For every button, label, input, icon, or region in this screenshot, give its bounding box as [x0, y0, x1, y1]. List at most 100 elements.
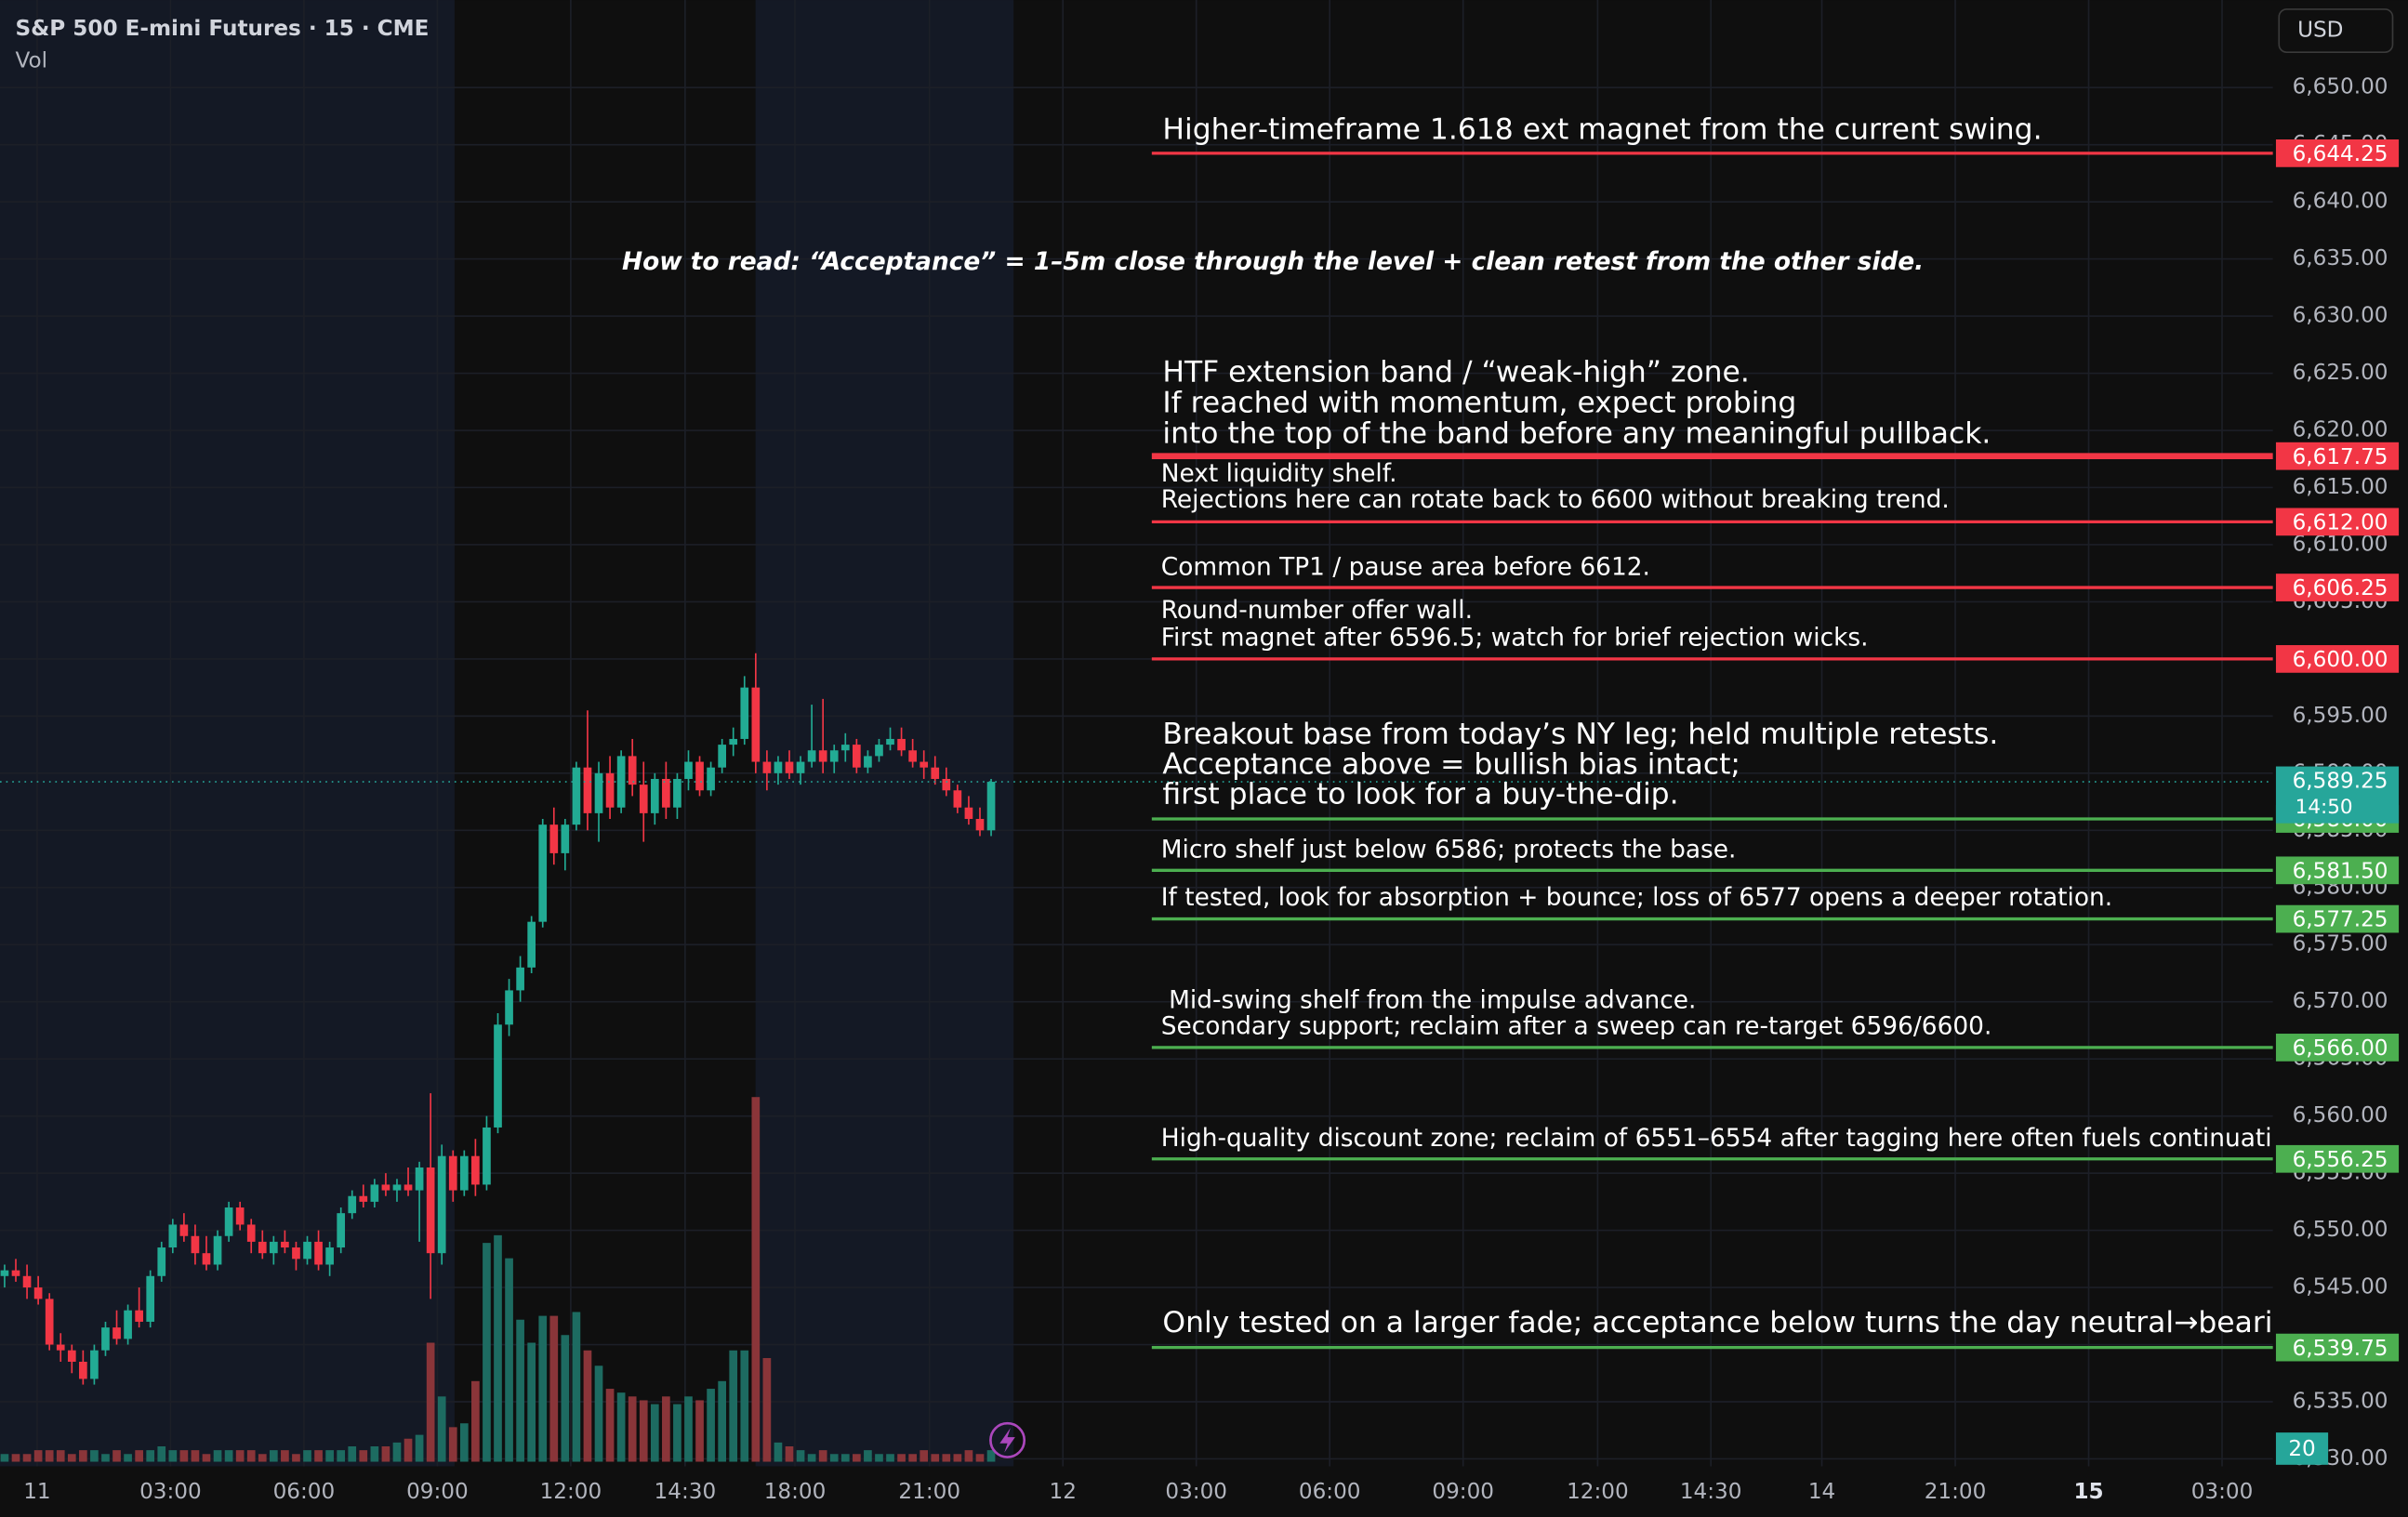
candle-body: [337, 1213, 346, 1248]
volume-bar: [942, 1454, 951, 1462]
volume-bar: [639, 1400, 648, 1462]
volume-bar: [751, 1097, 761, 1462]
x-tick-label: 09:00: [406, 1480, 469, 1504]
candle-body: [459, 1155, 469, 1191]
volume-bar: [281, 1450, 289, 1462]
x-tick-label: 21:00: [1925, 1480, 1987, 1504]
levels: [0, 152, 2273, 1350]
volume-bar: [964, 1450, 973, 1462]
volume-bar: [359, 1450, 368, 1462]
y-tick-label: 6,625.00: [2293, 361, 2388, 385]
level-price-label: 6,617.75: [2293, 445, 2388, 469]
candle-body: [314, 1241, 323, 1265]
candle-body: [157, 1247, 166, 1276]
volume-badge-box: [2275, 1432, 2329, 1465]
candle-body: [135, 1310, 143, 1322]
candle-body: [146, 1275, 155, 1322]
volume-pane: [0, 1097, 996, 1462]
volume-bar: [370, 1446, 379, 1462]
candles: [0, 653, 996, 1385]
annotation-text: Rejections here can rotate back to 6600 …: [1161, 485, 1950, 514]
price-axis: 11 03:00 06:00 09:00 12:00 14:30 18:00 21:00 12 0…: [23, 75, 2400, 1504]
volume-bar: [840, 1454, 850, 1462]
candle-body: [818, 750, 827, 762]
candle-body: [796, 761, 805, 773]
volume-bar: [572, 1312, 581, 1462]
volume-badge-label: 20: [2288, 1437, 2315, 1461]
volume-bar: [67, 1454, 76, 1462]
candle-body: [191, 1235, 200, 1254]
icon-bolt[interactable]: [999, 1428, 1015, 1453]
volume-bar: [146, 1450, 155, 1462]
candle-body: [864, 756, 872, 768]
candle-body: [0, 1270, 9, 1276]
volume-bar: [662, 1396, 670, 1462]
level-price-box: [2275, 1034, 2400, 1062]
volume-bar: [853, 1454, 861, 1462]
volume-bar: [157, 1446, 166, 1462]
volume-bar: [303, 1450, 311, 1462]
session-shade: [755, 0, 1014, 1467]
candle-body: [359, 1195, 368, 1202]
annotation-text: If tested, look for absorption + bounce;…: [1161, 883, 2112, 912]
candle-body: [662, 778, 670, 808]
candle-body: [505, 990, 513, 1025]
currency-label[interactable]: USD: [2297, 19, 2343, 43]
y-tick-label: 6,595.00: [2293, 704, 2388, 728]
level-price-label: 6,539.75: [2293, 1337, 2388, 1361]
volume-bar: [79, 1450, 87, 1462]
session-shade: [0, 0, 455, 1467]
volume-bar: [527, 1342, 536, 1462]
candle-body: [774, 761, 783, 773]
candle-body: [281, 1241, 289, 1248]
x-tick-label: 14:30: [1680, 1480, 1742, 1504]
level-price-label: 6,644.25: [2293, 142, 2388, 166]
annotation-text: How to read: “Acceptance” = 1–5m close t…: [622, 247, 1924, 276]
annotation-text: Next liquidity shelf.: [1161, 459, 1397, 488]
candle-body: [572, 767, 581, 825]
volume-bar: [807, 1454, 816, 1462]
y-tick-label: 6,570.00: [2293, 989, 2388, 1013]
volume-bar: [292, 1454, 300, 1462]
annotation-text: High-quality discount zone; reclaim of 6…: [1161, 1124, 2310, 1153]
candle-body: [853, 745, 861, 768]
candle-body: [942, 778, 951, 791]
y-tick-label: 6,535.00: [2293, 1390, 2388, 1414]
volume-bar: [986, 1450, 996, 1462]
candle-body: [538, 824, 548, 922]
volume-bar: [538, 1315, 548, 1462]
volume-bar: [483, 1243, 491, 1462]
candle-body: [807, 750, 816, 762]
level-price-box: [2275, 574, 2400, 601]
icon-ring[interactable]: [989, 1421, 1026, 1458]
volume-bar: [796, 1450, 805, 1462]
volume-bar: [135, 1450, 143, 1462]
candle-body: [583, 767, 592, 813]
volume-bar: [953, 1454, 962, 1462]
volume-bar: [168, 1450, 178, 1462]
grid: [0, 0, 2273, 1467]
level-price-label: 6,566.00: [2293, 1036, 2388, 1061]
lightning-icon[interactable]: [989, 1421, 1026, 1458]
level-price-label: 6,600.00: [2293, 648, 2388, 672]
candle-body: [964, 807, 973, 820]
level-price-box: [2275, 442, 2400, 470]
x-tick-label: 12: [1050, 1480, 1077, 1504]
volume-bar: [11, 1454, 20, 1462]
candle-body: [886, 738, 894, 745]
candle-body: [202, 1253, 211, 1265]
volume-legend: Vol: [16, 49, 48, 73]
candle-body: [471, 1155, 480, 1185]
volume-bar: [246, 1450, 256, 1462]
annotation-text: Micro shelf just below 6586; protects th…: [1161, 836, 1737, 864]
volume-bar: [975, 1454, 985, 1462]
annotation-text: Acceptance above = bullish bias intact;: [1162, 747, 1740, 781]
currency-button[interactable]: [2278, 8, 2394, 54]
volume-bar: [875, 1454, 883, 1462]
candle-body: [729, 738, 738, 745]
x-tick-label: 09:00: [1432, 1480, 1494, 1504]
x-tick-label: 12:00: [540, 1480, 602, 1504]
candle-body: [986, 782, 996, 831]
volume-bar: [0, 1454, 9, 1462]
